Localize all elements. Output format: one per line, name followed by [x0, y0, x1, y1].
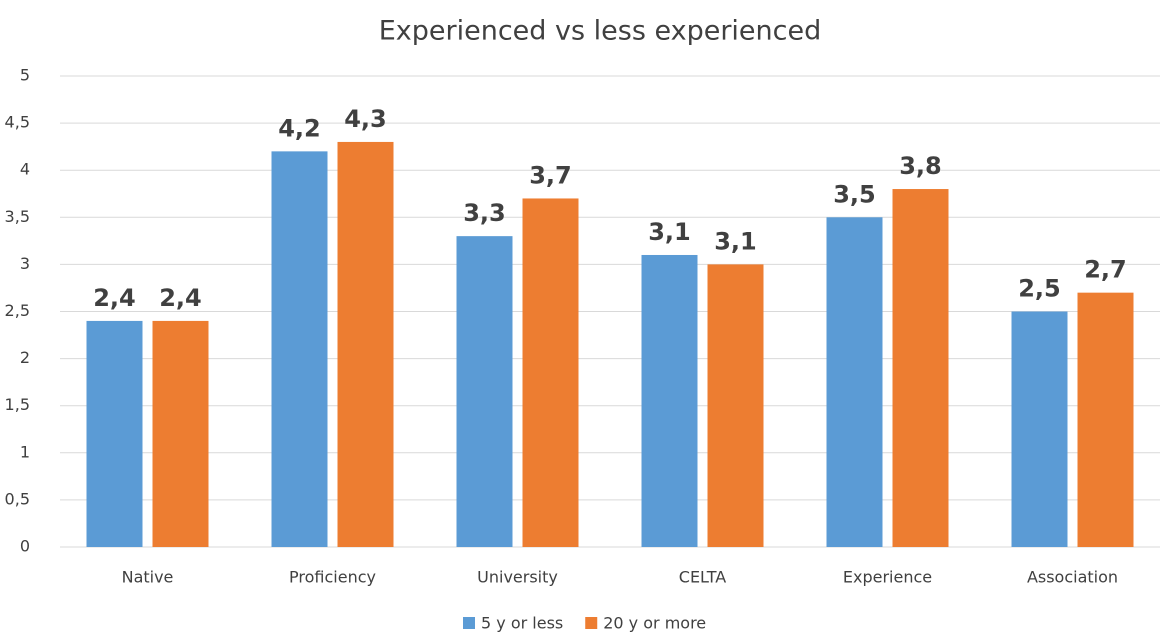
bar [271, 151, 328, 548]
bar [641, 254, 698, 548]
bar [892, 189, 949, 548]
bar [337, 141, 394, 547]
bar [456, 236, 513, 547]
y-tick-label: 0,5 [5, 489, 30, 508]
x-tick-label: Association [1027, 568, 1118, 587]
y-tick-label: 1,5 [5, 395, 30, 414]
y-tick-label: 0 [20, 537, 30, 556]
bar [826, 217, 883, 548]
chart-title: Experienced vs less experienced [379, 16, 822, 47]
data-label: 2,4 [159, 284, 202, 312]
data-label: 4,3 [344, 105, 387, 133]
data-label: 3,8 [899, 152, 942, 180]
x-tick-label: CELTA [679, 568, 727, 587]
x-tick-label: Experience [843, 568, 932, 587]
x-tick-label: Native [122, 568, 174, 587]
bar [707, 264, 764, 547]
bar [1077, 292, 1134, 547]
x-tick-label: Proficiency [289, 568, 376, 587]
data-label: 3,1 [714, 227, 757, 255]
data-label: 3,7 [529, 161, 572, 189]
y-tick-label: 5 [20, 66, 30, 85]
legend-swatch [463, 617, 475, 629]
data-label: 2,5 [1018, 275, 1061, 303]
data-label: 3,1 [648, 218, 691, 246]
bar [522, 198, 579, 547]
data-label: 3,3 [463, 199, 506, 227]
y-tick-label: 1 [20, 442, 30, 461]
legend-swatch [585, 617, 598, 629]
data-label: 2,4 [93, 284, 136, 312]
data-label: 4,2 [278, 114, 321, 142]
y-tick-label: 4,5 [5, 113, 30, 132]
y-tick-label: 2,5 [5, 301, 30, 320]
legend-label: 20 y or more [603, 614, 706, 633]
bar [1011, 311, 1068, 547]
y-tick-label: 4 [20, 160, 30, 179]
data-label: 3,5 [833, 180, 876, 208]
x-tick-label: University [477, 568, 558, 587]
y-tick-label: 2 [20, 348, 30, 367]
bar [86, 320, 143, 547]
y-tick-label: 3 [20, 254, 30, 273]
y-tick-label: 3,5 [5, 207, 30, 226]
data-label: 2,7 [1084, 256, 1127, 284]
legend-label: 5 y or less [481, 614, 563, 633]
bar [152, 320, 209, 547]
